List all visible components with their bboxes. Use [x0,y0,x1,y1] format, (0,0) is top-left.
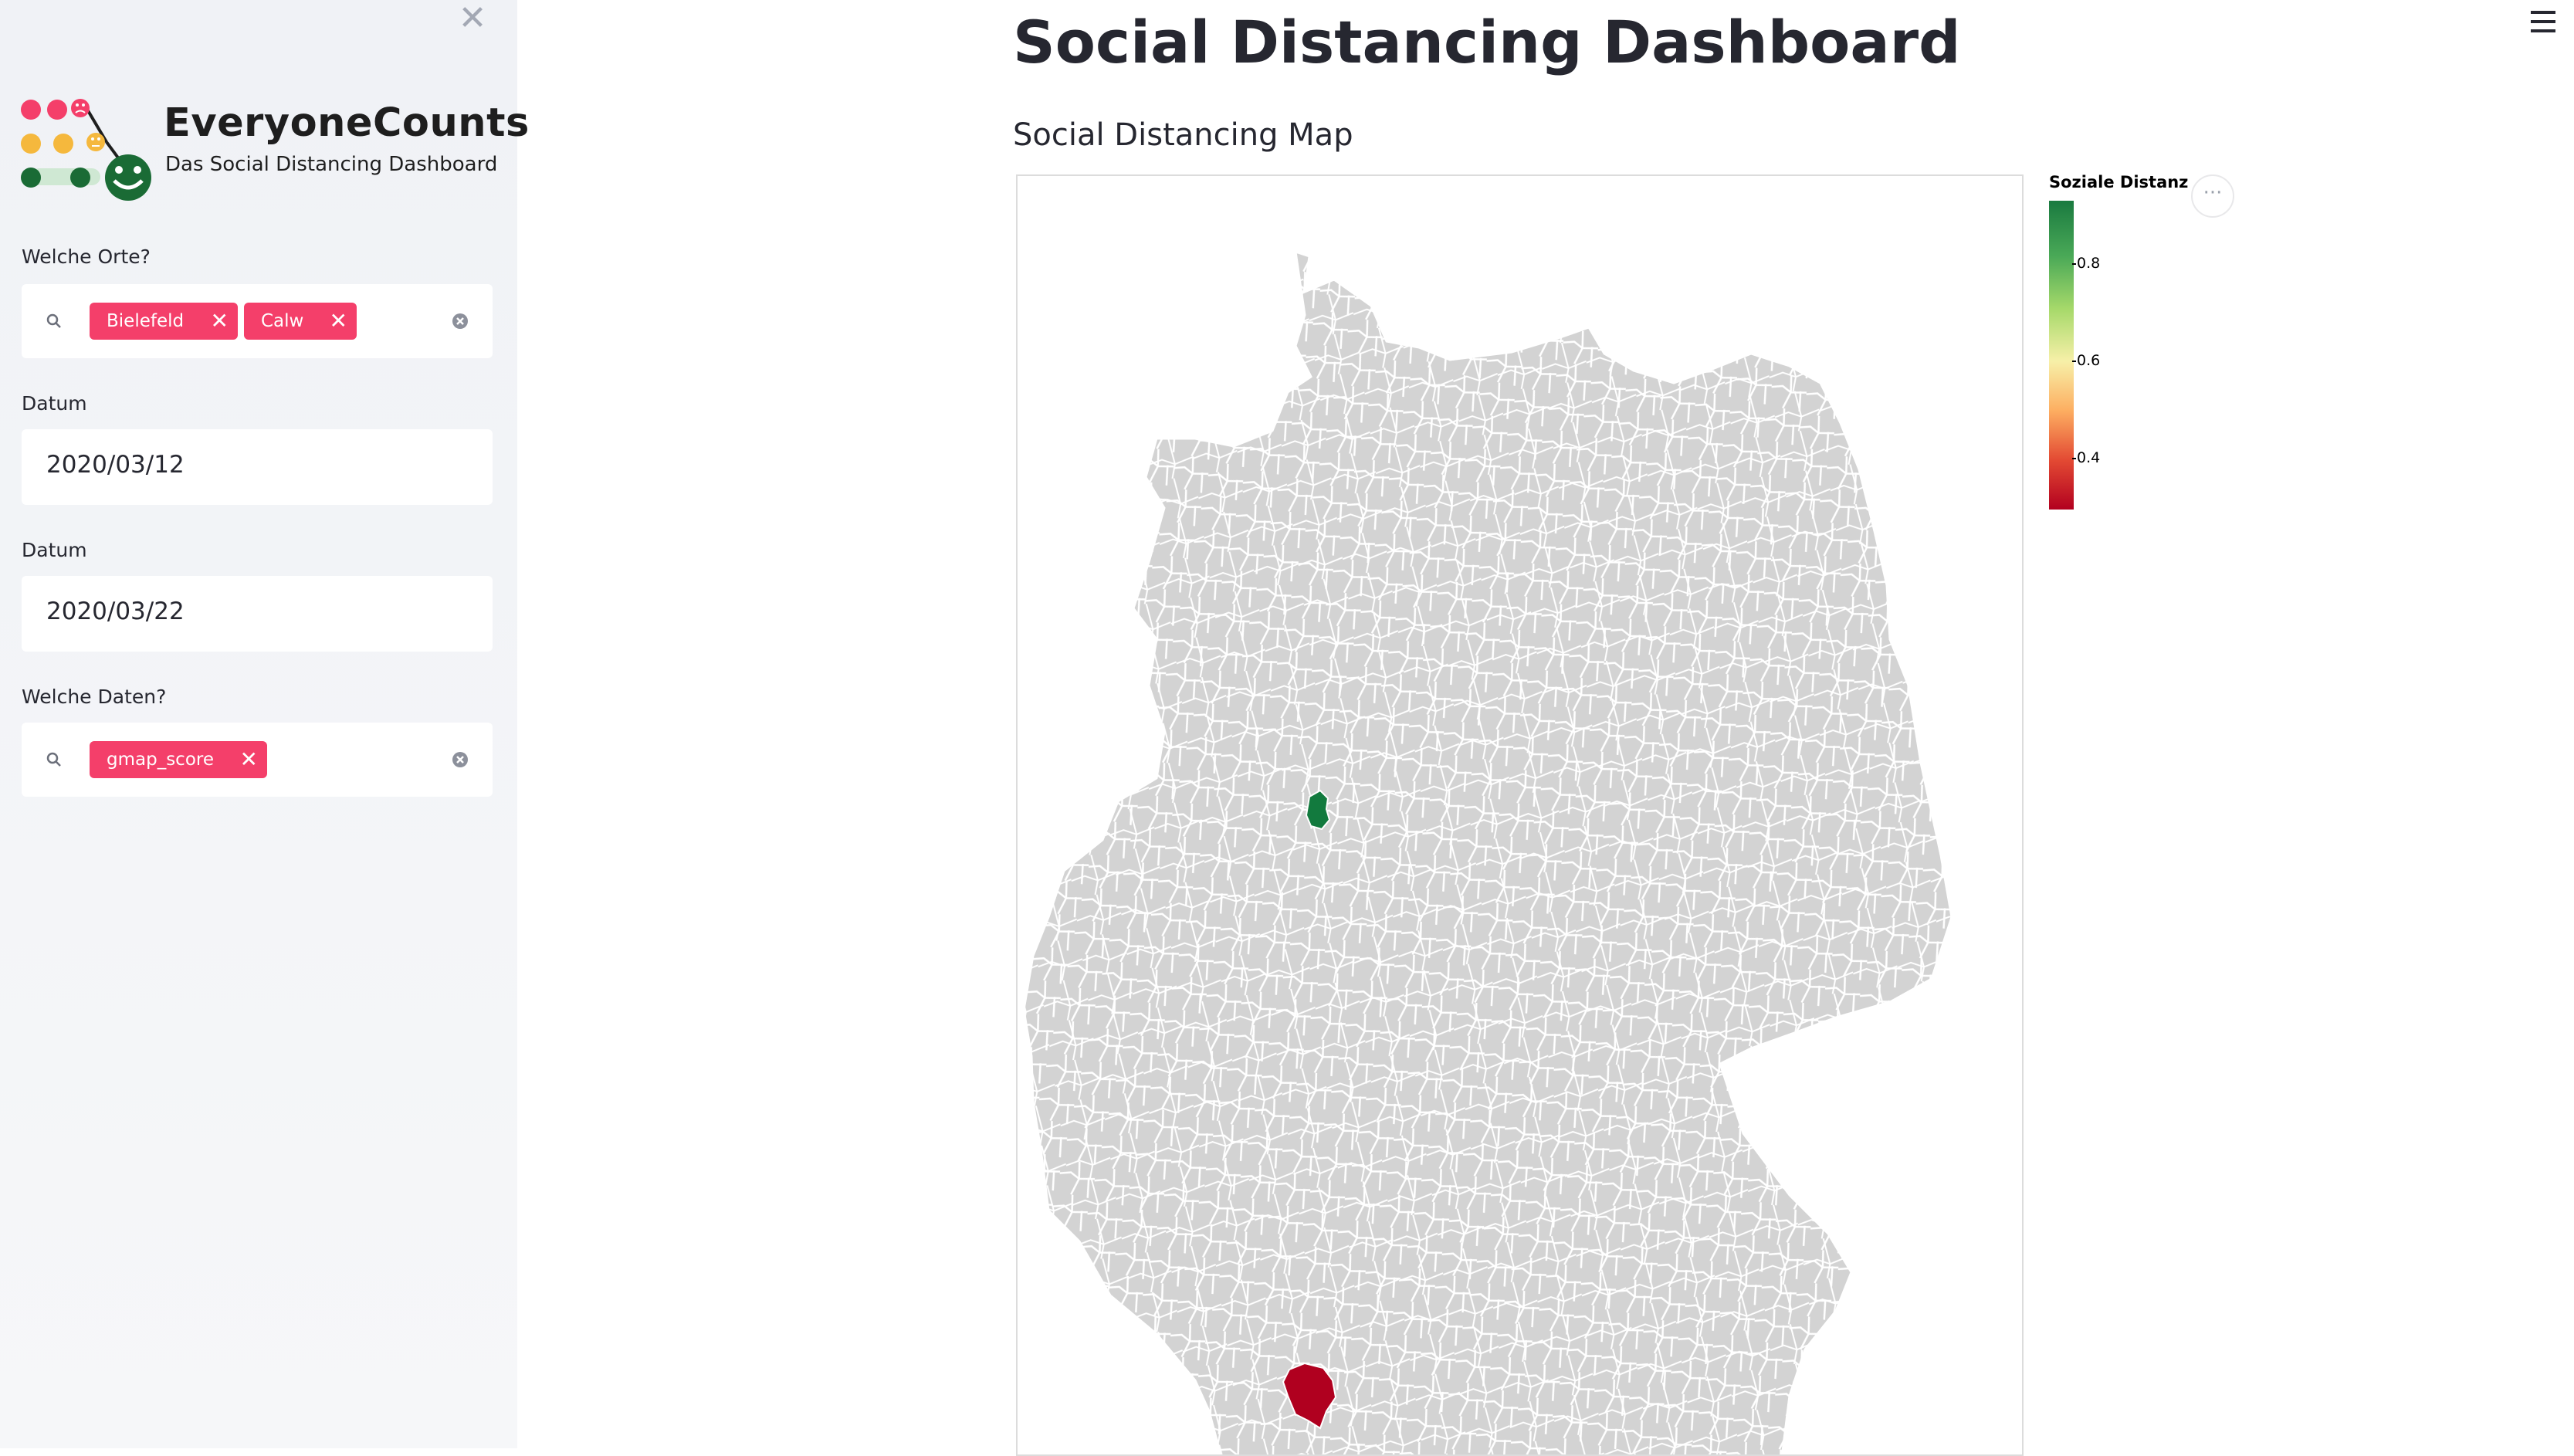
place-tag-bielefeld: Bielefeld ✕ [90,303,238,340]
search-icon [46,313,61,328]
search-icon [46,752,61,767]
brand-name: EveryoneCounts [164,100,530,146]
clear-all-icon[interactable] [451,312,469,330]
remove-tag-icon[interactable]: ✕ [210,308,229,334]
legend-tick: 0.8 [2071,255,2101,272]
dataset-tag-label: gmap_score [107,750,214,770]
date-from-value: 2020/03/12 [46,451,185,479]
district-borders [1024,252,1952,1454]
place-tag-label: Bielefeld [107,311,185,331]
date-to-label: Datum [22,539,87,561]
date-to-input[interactable]: 2020/03/22 [22,576,493,652]
hamburger-menu-icon[interactable] [2528,8,2559,36]
map-region-calw[interactable] [1282,1362,1337,1430]
date-to-value: 2020/03/22 [46,598,185,625]
germany-choropleth-map[interactable] [1018,176,2024,1456]
remove-tag-icon[interactable]: ✕ [329,308,347,334]
date-from-label: Datum [22,392,87,415]
places-multiselect[interactable]: Bielefeld ✕ Calw ✕ [22,284,493,358]
everyonecounts-logo-icon [21,99,151,201]
map-section-title: Social Distancing Map [1013,117,1353,153]
brand-subtitle: Das Social Distancing Dashboard [165,153,498,176]
sidebar: ✕ EveryoneCounts Das Social Distancing D… [0,0,529,1448]
social-distancing-map[interactable] [1016,174,2024,1456]
date-from-input[interactable]: 2020/03/12 [22,429,493,505]
datasets-multiselect[interactable]: gmap_score ✕ [22,723,493,797]
place-tag-label: Calw [261,311,304,331]
brand-logo: EveryoneCounts Das Social Distancing Das… [20,94,529,208]
place-tag-calw: Calw ✕ [244,303,357,340]
clear-all-icon[interactable] [451,750,469,769]
dataset-tag-gmap-score: gmap_score ✕ [90,741,267,778]
map-region-bielefeld[interactable] [1305,789,1331,831]
datasets-label: Welche Daten? [22,686,167,708]
legend-tick: 0.4 [2071,449,2101,466]
places-label: Welche Orte? [22,245,151,268]
legend-tick: 0.6 [2071,352,2101,369]
remove-tag-icon[interactable]: ✕ [239,747,258,772]
close-sidebar-icon[interactable]: ✕ [458,0,487,38]
legend-title: Soziale Distanz [2049,173,2189,191]
more-options-icon[interactable]: ··· [2191,174,2234,218]
page-title: Social Distancing Dashboard [1013,8,1961,76]
legend-color-scale [2049,201,2074,510]
